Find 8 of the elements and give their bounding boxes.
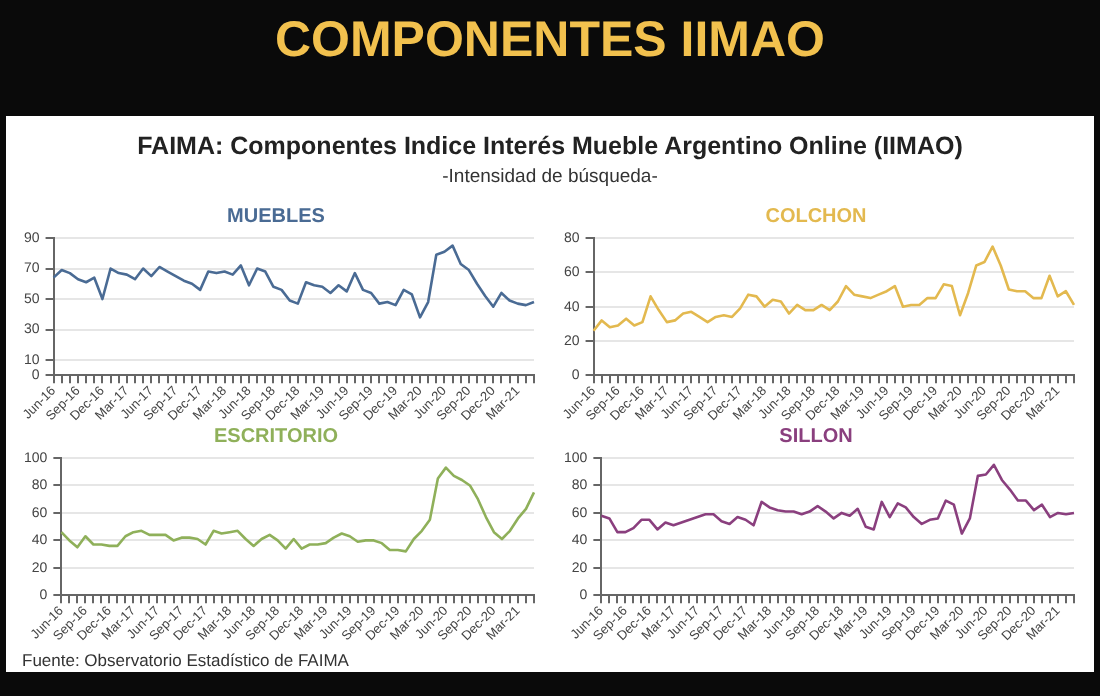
chart-title: COLCHON — [765, 205, 867, 228]
text: -Intensidad de búsqueda- — [440, 166, 660, 188]
text: COMPONENTES IIMAO — [272, 12, 827, 70]
chart-title: SILLON — [779, 425, 853, 448]
chart-title: ESCRITORIO — [213, 425, 339, 448]
chart-title: MUEBLES — [227, 205, 326, 228]
text: FAIMA: Componentes Indice Interés Mueble Argentino Online (IIMAO) — [135, 132, 965, 160]
source-note: Fuente: Observatorio Estadístico de FAIMA — [22, 650, 349, 670]
